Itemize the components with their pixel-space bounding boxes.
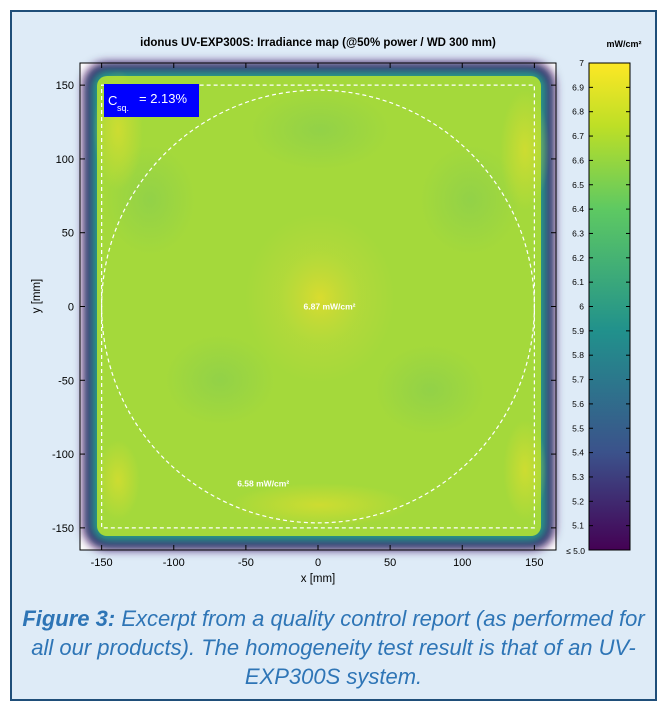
heatmap-blob — [250, 90, 390, 170]
chart-title: idonus UV-EXP300S: Irradiance map (@50% … — [140, 37, 496, 49]
colorbar-tick-label: 6.6 — [572, 155, 584, 165]
heatmap-blob — [420, 145, 520, 255]
x-axis-label: x [mm] — [301, 573, 336, 585]
colorbar-tick-label: 5.5 — [572, 423, 584, 433]
colorbar-ticks: 7 6.9 6.8 6.7 6.6 6.5 6.4 6.3 6.2 6.1 6 5.9 5.8 5.7 5.… — [572, 58, 630, 531]
x-tick-label: 50 — [384, 557, 396, 569]
irradiance-figure: C sq. = 2.13% 6.87 mW/cm² 6.58 mW/cm² id… — [31, 37, 642, 585]
colorbar-tick-label: 5.7 — [572, 375, 584, 385]
y-tick-label: 150 — [56, 80, 74, 92]
y-axis: 150 100 50 0 -50 -100 -150 — [52, 80, 556, 535]
colorbar-tick-label: 6.3 — [572, 228, 584, 238]
colorbar-tick-label: 6 — [579, 302, 584, 312]
colorbar-tick-label: 5.3 — [572, 472, 584, 482]
heatmap-blob — [503, 420, 547, 520]
caption-text: Excerpt from a quality control report (a… — [31, 606, 645, 689]
heatmap-blob — [500, 90, 550, 210]
colorbar-tick-label: 6.7 — [572, 131, 584, 141]
colorbar-gradient — [588, 62, 631, 551]
colorbar-tick-label: 6.8 — [572, 107, 584, 117]
x-tick-label: 100 — [453, 557, 471, 569]
csq-box — [104, 84, 199, 117]
y-tick-label: -100 — [52, 449, 74, 461]
csq-symbol: C — [108, 93, 117, 108]
heatmap-blob — [245, 213, 395, 383]
colorbar-tick-label: 5.1 — [572, 521, 584, 531]
colorbar-tick-label: 5.2 — [572, 496, 584, 506]
y-tick-label: 100 — [56, 154, 74, 166]
y-tick-label: -50 — [58, 375, 74, 387]
x-tick-label: -150 — [91, 557, 113, 569]
heatmap-blob — [165, 335, 275, 425]
x-tick-label: -100 — [163, 557, 185, 569]
colorbar-tick-label: 6.2 — [572, 253, 584, 263]
colorbar-tick-label: 6.5 — [572, 180, 584, 190]
colorbar-tick-label: 5.8 — [572, 350, 584, 360]
y-axis-label: y [mm] — [31, 279, 43, 314]
y-tick-label: 0 — [68, 302, 74, 314]
heatmap-blob — [96, 440, 140, 520]
colorbar-tick-label: 7 — [579, 58, 584, 68]
colorbar-bottom-label: ≤ 5.0 — [566, 546, 585, 556]
x-tick-label: -50 — [238, 557, 254, 569]
csq-annotation: C sq. = 2.13% — [104, 84, 199, 117]
caption-label: Figure 3: — [22, 606, 116, 631]
center-irradiance-label: 6.87 mW/cm² — [304, 302, 356, 312]
colorbar-tick-label: 5.9 — [572, 326, 584, 336]
colorbar-tick-label: 6.1 — [572, 277, 584, 287]
irradiance-heatmap — [84, 63, 554, 549]
figure-caption: Figure 3: Excerpt from a quality control… — [22, 604, 645, 691]
colorbar-tick-label: 6.9 — [572, 82, 584, 92]
colorbar-tick-label: 5.4 — [572, 448, 584, 458]
colorbar-tick-label: 6.4 — [572, 204, 584, 214]
exposure-circle-outline — [101, 89, 535, 524]
y-tick-label: -150 — [52, 523, 74, 535]
heatmap-blob — [375, 345, 485, 435]
y-tick-label: 50 — [62, 228, 74, 240]
colorbar-unit: mW/cm² — [606, 39, 641, 49]
x-axis: -150 -100 -50 0 50 100 150 — [91, 63, 544, 569]
x-tick-label: 150 — [525, 557, 543, 569]
lower-irradiance-label: 6.58 mW/cm² — [237, 479, 289, 489]
x-tick-label: 0 — [315, 557, 321, 569]
colorbar: 7 6.9 6.8 6.7 6.6 6.5 6.4 6.3 6.2 6.1 6 5.9 5.8 5.7 5.… — [566, 39, 641, 556]
csq-value: = 2.13% — [139, 91, 188, 106]
heatmap-blob — [230, 483, 410, 527]
csq-subscript: sq. — [117, 103, 129, 113]
colorbar-tick-label: 5.6 — [572, 399, 584, 409]
